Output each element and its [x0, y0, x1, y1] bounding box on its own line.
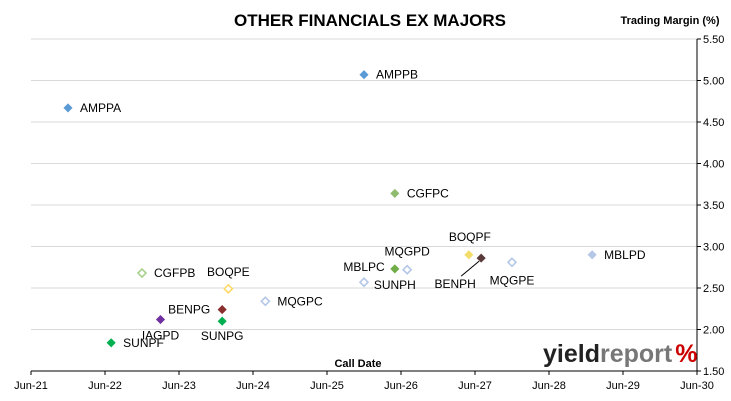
point-amppb — [359, 70, 369, 80]
chart-title: OTHER FINANCIALS EX MAJORS — [234, 11, 506, 30]
y-tick-label: 4.50 — [703, 117, 724, 129]
y-tick-label: 3.50 — [703, 200, 724, 212]
label-boqpe: BOQPE — [207, 265, 250, 279]
data-points — [63, 70, 597, 348]
data-labels: AMPPA AMPPB CGFPC CGFPB BOQPE MQGPC MBLPCMQGPD… — [80, 68, 646, 350]
label-cgfpb: CGFPB — [154, 266, 195, 280]
yieldreport-logo: yieldreport% — [543, 340, 697, 368]
point-mqgpe — [506, 257, 518, 268]
x-tick-label: Jun-22 — [88, 380, 122, 392]
label-benpg: BENPG — [168, 303, 210, 317]
x-tick-label: Jun-23 — [162, 380, 196, 392]
y-tick-label: 1.50 — [703, 366, 724, 378]
point-amppa — [63, 103, 73, 113]
y-axis-label: Trading Margin (%) — [621, 15, 720, 27]
svg-text:yieldreport%: yieldreport% — [543, 340, 697, 368]
label-benph: BENPH — [434, 277, 475, 291]
point-sunpf — [106, 338, 116, 348]
axes: 1.50 2.00 2.50 3.00 3.50 4.00 4.50 5.00 5.50 Jun-… — [14, 34, 724, 392]
point-benpg — [217, 305, 227, 315]
y-tick-label: 3.00 — [703, 242, 724, 254]
x-tick-label: Jun-26 — [384, 380, 418, 392]
label-mblpc: MBLPC — [343, 260, 385, 274]
point-cgfpb — [136, 267, 148, 279]
label-amppb: AMPPB — [376, 68, 418, 82]
gridlines — [31, 38, 697, 330]
point-cgfpc — [390, 188, 400, 198]
y-tick-label: 5.50 — [703, 34, 724, 46]
label-amppa: AMPPA — [80, 101, 121, 115]
point-mblpc — [358, 277, 370, 288]
point-benph — [476, 253, 486, 263]
y-tick-label: 2.50 — [703, 283, 724, 295]
logo-text-percent: % — [675, 340, 697, 368]
label-boqpf: BOQPF — [449, 230, 491, 244]
y-tick-label: 2.00 — [703, 325, 724, 337]
label-mqgpc: MQGPC — [277, 294, 323, 308]
leader-line — [460, 260, 480, 277]
label-sunpf: SUNPF — [123, 336, 164, 350]
logo-text-yield: yield — [543, 340, 600, 368]
logo-text-report: report — [600, 340, 673, 368]
x-tick-label: Jun-21 — [14, 380, 48, 392]
x-tick-label: Jun-27 — [458, 380, 492, 392]
x-axis-label: Call Date — [334, 358, 381, 370]
point-iagpd — [155, 314, 166, 325]
x-tick-label: Jun-30 — [680, 380, 714, 392]
point-sunph — [390, 264, 400, 274]
point-mqgpd — [402, 264, 413, 275]
x-tick-label: Jun-25 — [310, 380, 344, 392]
label-cgfpc: CGFPC — [407, 186, 449, 200]
label-iagpd: IAGPD — [142, 329, 180, 343]
label-sunph: SUNPH — [374, 278, 416, 292]
label-mqgpd: MQGPD — [384, 245, 430, 259]
point-boqpf — [464, 250, 474, 260]
point-sunpg — [217, 316, 227, 326]
label-sunpg: SUNPG — [201, 329, 244, 343]
y-tick-label: 4.00 — [703, 159, 724, 171]
point-boqpe — [223, 283, 234, 294]
x-tick-label: Jun-28 — [532, 380, 566, 392]
label-mblpd: MBLPD — [604, 248, 646, 262]
point-mblpd — [587, 250, 597, 260]
x-tick-label: Jun-24 — [236, 380, 270, 392]
y-tick-label: 5.00 — [703, 76, 724, 88]
label-mqgpe: MQGPE — [490, 273, 535, 287]
x-tick-label: Jun-29 — [606, 380, 640, 392]
point-mqgpc — [260, 296, 271, 307]
